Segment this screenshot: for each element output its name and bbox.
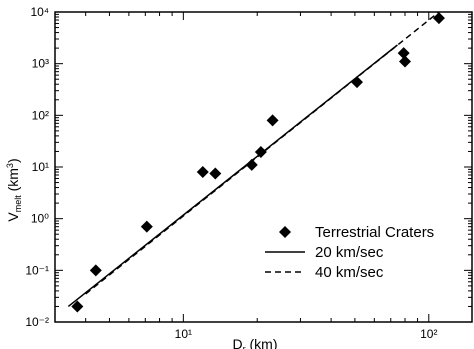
- x-label-rest: (km): [246, 336, 278, 349]
- plot-frame: [54, 11, 473, 323]
- data-point: [398, 55, 411, 68]
- y-tick-label: 10²: [32, 108, 49, 122]
- y-label-sup: 3: [5, 163, 15, 168]
- data-point: [196, 166, 209, 179]
- y-tick-label: 10⁻²: [25, 315, 49, 329]
- y-label-rest: (km: [5, 168, 21, 195]
- y-tick-label: 10¹: [32, 160, 49, 174]
- x-tick-label: 10²: [420, 327, 437, 341]
- y-tick-label: 10⁻¹: [25, 263, 49, 277]
- y-tick-label: 10⁰: [31, 212, 49, 226]
- y-axis-label: Vmelt (km3): [5, 158, 23, 221]
- y-label-main: V: [5, 212, 21, 222]
- y-label-end: ): [5, 158, 21, 163]
- y-tick-label: 10⁴: [30, 5, 49, 19]
- data-point: [140, 220, 153, 233]
- x-label-main: D: [232, 336, 242, 349]
- data-line: [85, 11, 440, 295]
- y-label-sub: melt: [13, 195, 23, 213]
- x-axis-label: Dr (km): [232, 336, 277, 349]
- legend-label: Terrestrial Craters: [315, 224, 434, 241]
- data-point: [209, 167, 222, 180]
- legend-label: 20 km/sec: [315, 244, 384, 261]
- data-point: [89, 264, 102, 277]
- data-point: [266, 114, 279, 127]
- data-point: [432, 12, 445, 25]
- x-tick-label: 10¹: [175, 327, 192, 341]
- data-point: [71, 300, 84, 313]
- y-tick-label: 10³: [32, 57, 49, 71]
- x-label-sub: r: [243, 344, 246, 349]
- legend-label: 40 km/sec: [315, 264, 384, 281]
- data-line: [67, 44, 398, 308]
- legend-marker: [279, 226, 291, 238]
- data-point: [245, 158, 258, 171]
- data-point: [397, 47, 410, 60]
